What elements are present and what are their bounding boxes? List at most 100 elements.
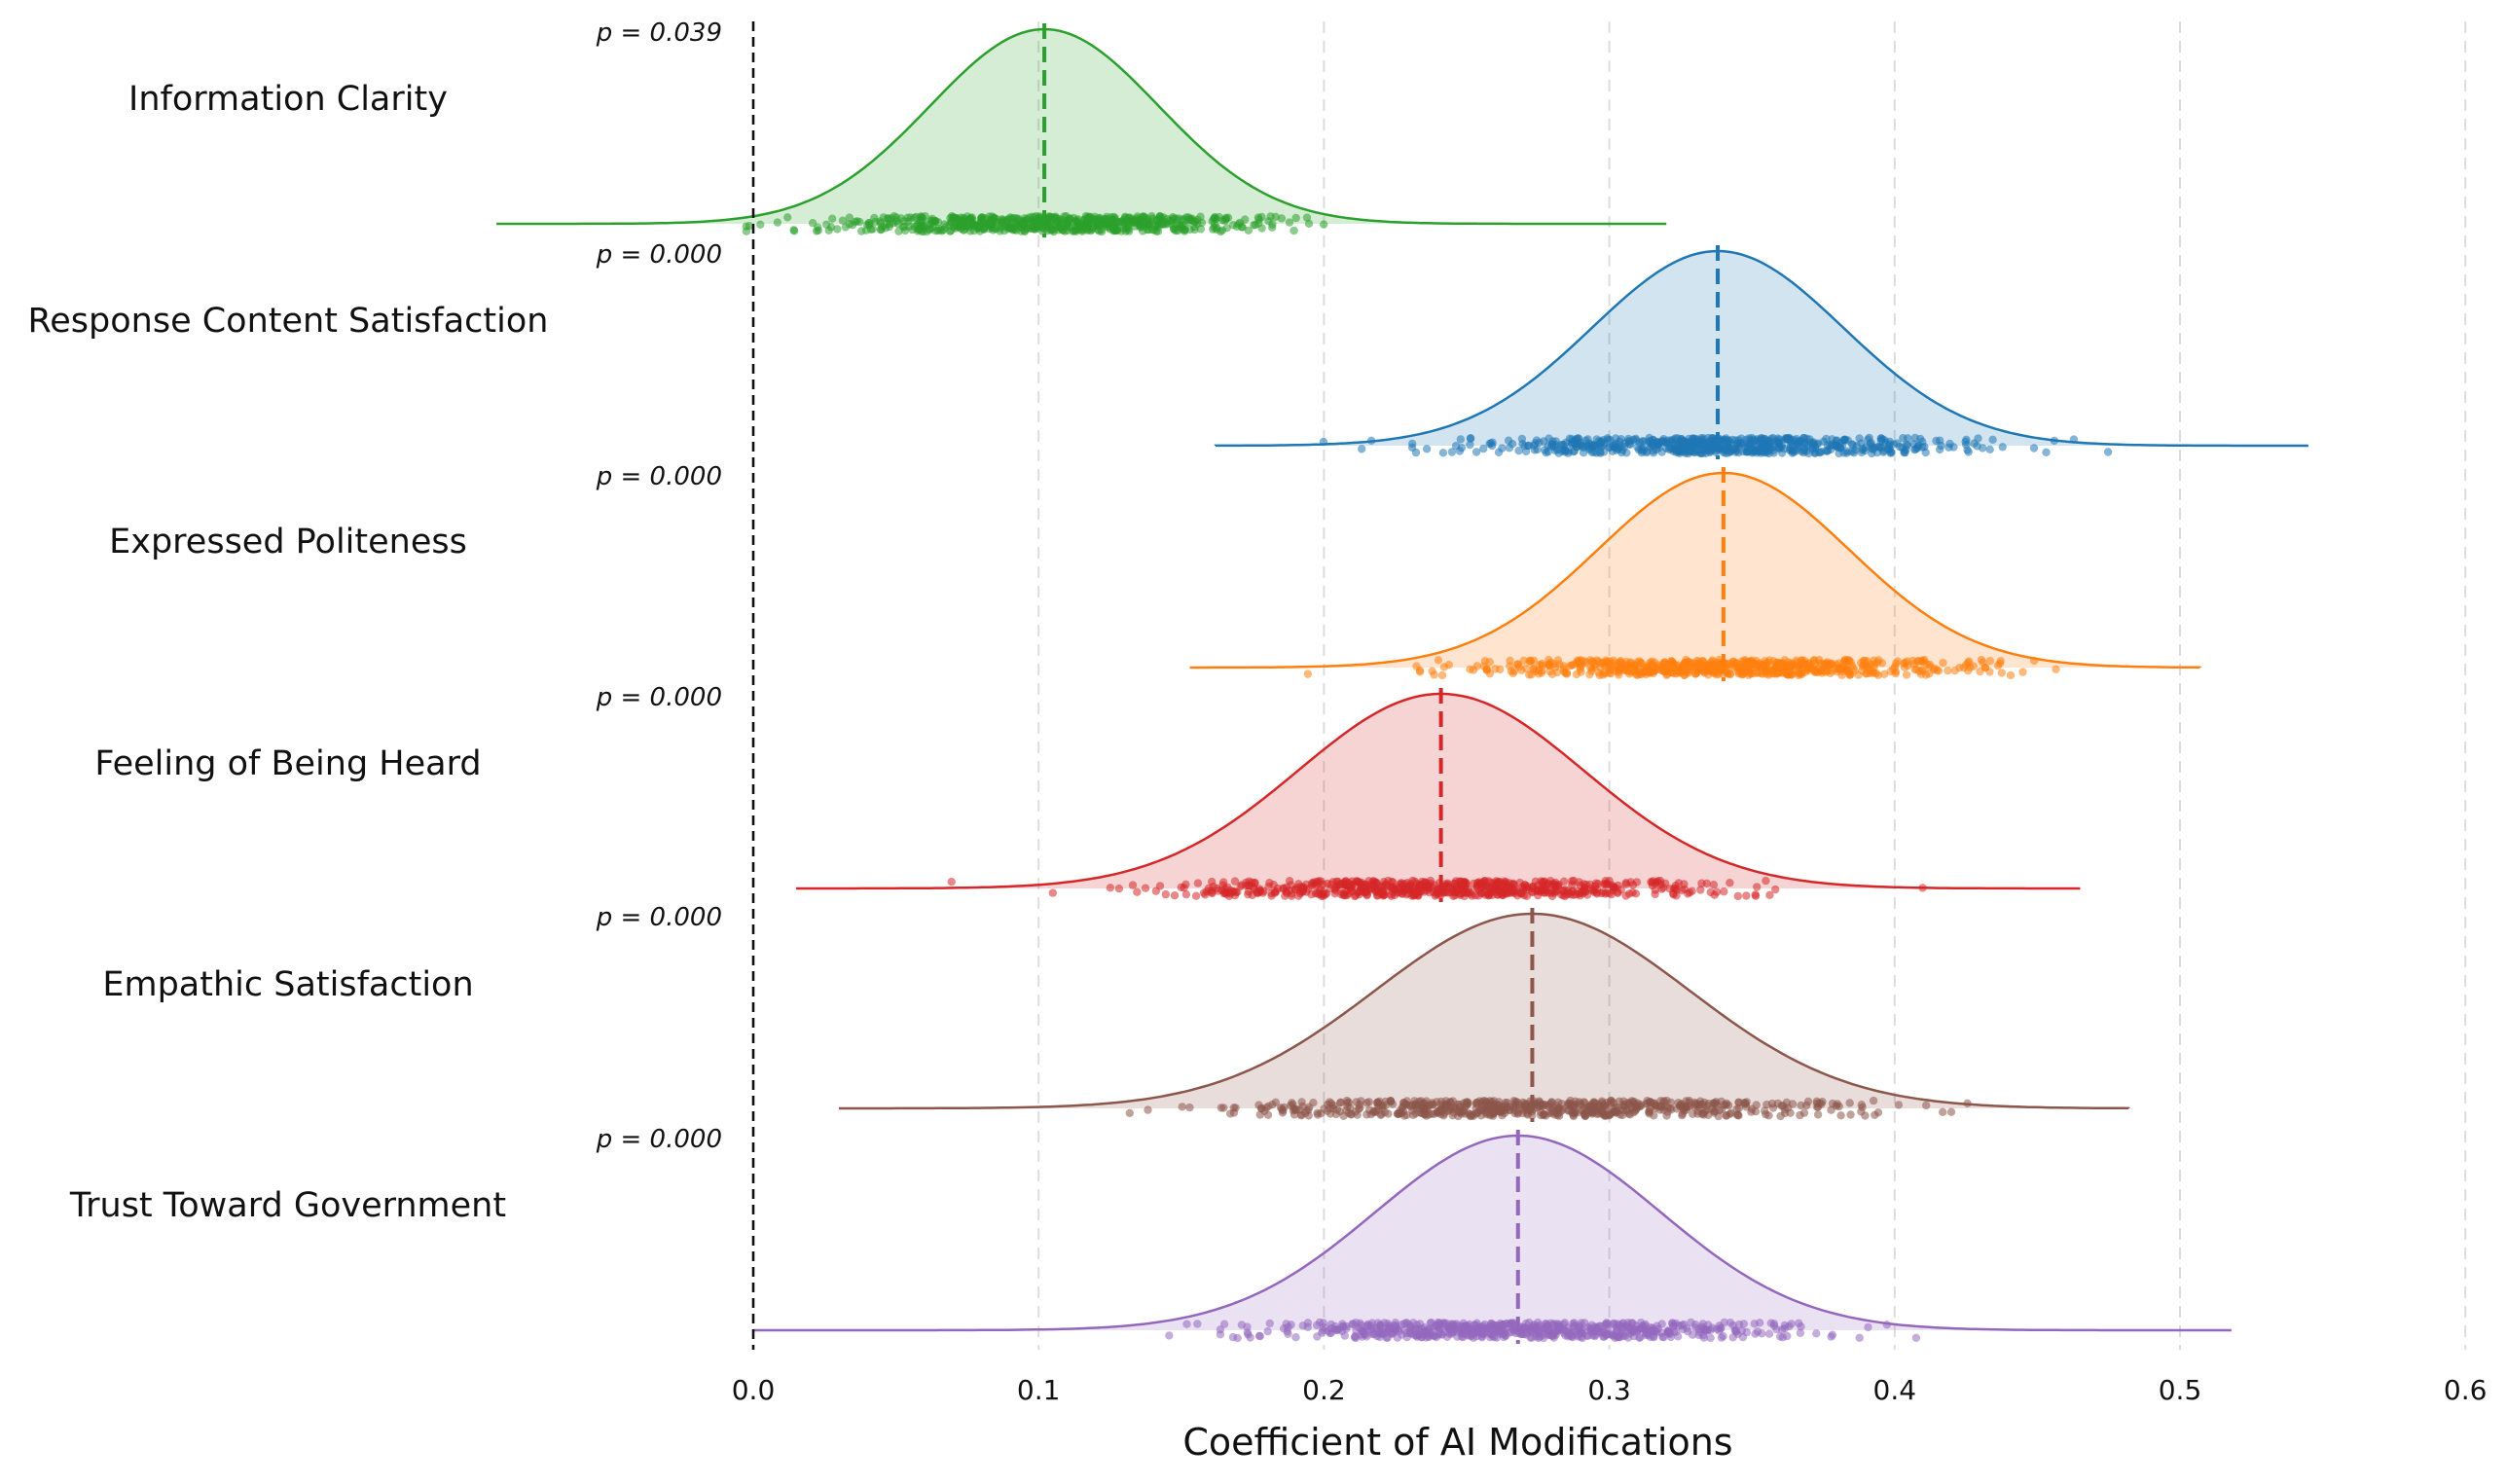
sample-point [1482,665,1492,673]
sample-point [1380,1107,1390,1117]
sample-point [1218,216,1227,225]
sample-point [1151,887,1161,895]
sample-point [1106,884,1115,892]
sample-point [1882,1321,1892,1329]
sample-point [1751,1107,1761,1116]
sample-point [1340,1331,1350,1340]
sample-point [1725,437,1733,446]
sample-point [1523,1328,1532,1337]
sample-point [1263,1110,1273,1120]
sample-point [1466,434,1475,443]
sample-point [1320,220,1328,229]
sample-point [1678,886,1687,895]
sample-point [1702,879,1712,887]
sample-point [985,212,994,221]
sample-point [908,225,917,235]
x-tick-label: 0.3 [1587,1374,1631,1406]
sample-point [1389,887,1398,896]
sample-point [915,225,924,234]
sample-point [1561,438,1571,448]
sample-point [894,227,903,235]
sample-point [1401,1100,1411,1109]
sample-point [1193,219,1202,229]
sample-point [1326,1328,1336,1337]
sample-point [1786,443,1795,452]
sample-point [1559,877,1569,886]
sample-point [1902,670,1911,679]
sample-point [742,222,750,231]
p-value-label: p = 0.000 [596,240,722,270]
sample-point [1785,1321,1794,1331]
sample-point [1680,660,1690,669]
sample-point [1193,1320,1202,1328]
sample-point [1180,215,1189,224]
sample-point [1775,1332,1785,1341]
sample-point [1023,214,1032,224]
sample-point [1764,1329,1774,1338]
sample-point [1506,656,1514,665]
sample-point [2050,436,2058,446]
sample-point [1649,877,1657,886]
sample-point [1170,891,1180,900]
sample-point [1827,1332,1835,1341]
sample-point [1434,1107,1443,1116]
sample-point [814,223,822,232]
sample-point [1437,670,1447,680]
sample-point [2052,665,2060,673]
sample-point [1285,887,1294,895]
sample-point [1283,1326,1291,1336]
sample-point [1633,443,1642,452]
sample-point [1998,443,2007,452]
sample-point [1922,1101,1931,1110]
sample-point [900,223,909,232]
sample-point [896,214,906,223]
sample-point [1835,1102,1843,1111]
sample-point [1732,1104,1741,1114]
sample-point [1318,1328,1326,1337]
sample-point [1868,442,1876,451]
sample-point [1520,881,1530,889]
sample-point [1480,1320,1489,1329]
sample-point [1355,1104,1363,1113]
sample-point [1591,879,1601,887]
sample-point [1418,1104,1427,1113]
ridge-5 [753,1130,2232,1344]
sample-point [1641,1321,1650,1330]
sample-point [1527,1333,1537,1342]
sample-point [1498,444,1507,452]
x-axis-title: Coefficient of AI Modifications [1182,1421,1732,1464]
sample-point [1304,219,1314,228]
sample-point [1997,669,2006,677]
sample-point [1904,434,1912,443]
sample-point [1988,435,1997,444]
sample-point [877,225,886,234]
sample-point [1644,1099,1653,1108]
sample-point [1520,890,1529,900]
sample-point [1538,878,1547,887]
sample-point [1799,434,1808,443]
sample-point [1507,667,1515,675]
sample-point [1785,433,1794,443]
sample-point [1714,1111,1724,1121]
sample-point [977,214,986,223]
sample-point [1230,877,1240,886]
sample-point [1366,436,1376,445]
sample-point [1265,1319,1275,1328]
sample-point [1054,223,1064,232]
sample-point [1701,1106,1710,1116]
sample-point [1964,667,1973,675]
sample-point [1277,214,1287,223]
sample-point [1521,1104,1530,1112]
sample-point [1144,1105,1152,1114]
sample-point [1376,1322,1386,1331]
sample-point [1985,657,1995,666]
sample-point [1367,1319,1377,1327]
sample-point [1668,1320,1677,1328]
sample-point [1587,1326,1596,1335]
sample-point [1250,221,1258,230]
sample-point [1637,668,1647,677]
sample-point [1863,657,1871,666]
sample-point [1691,659,1700,669]
sample-point [1561,669,1570,677]
